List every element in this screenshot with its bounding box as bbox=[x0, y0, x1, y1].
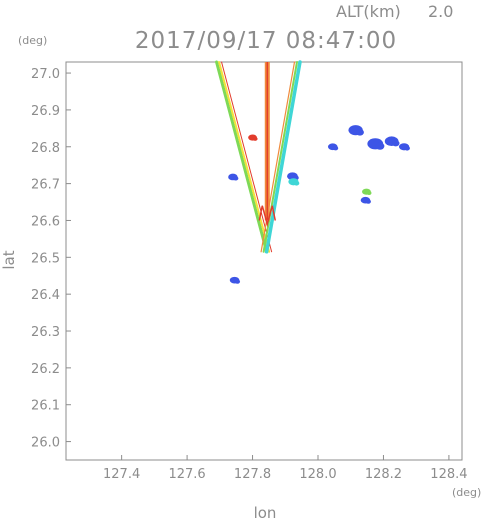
echo-cluster-lobe bbox=[233, 176, 239, 181]
x-tick-label: 128.2 bbox=[365, 467, 402, 482]
y-tick-label: 26.4 bbox=[31, 288, 60, 303]
echo-cluster-lobe bbox=[366, 191, 372, 196]
echo-cluster-lobe bbox=[404, 145, 410, 151]
x-tick-label: 127.8 bbox=[234, 467, 271, 482]
y-tick-label: 26.7 bbox=[31, 178, 60, 193]
echo-cluster-lobe bbox=[332, 146, 339, 151]
x-tick-label: 127.6 bbox=[168, 467, 205, 482]
echo-cluster-lobe bbox=[293, 181, 300, 186]
y-tick-label: 26.3 bbox=[31, 325, 60, 340]
y-tick-label: 26.0 bbox=[31, 436, 60, 451]
x-tick-labels: 127.4 127.6 127.8 128.0 128.2 128.4 bbox=[103, 467, 467, 482]
x-axis-label: lon bbox=[254, 504, 277, 521]
y-axis-label: lat bbox=[0, 250, 18, 269]
echo-cluster-lobe bbox=[234, 279, 241, 284]
y-tick-label: 26.8 bbox=[31, 141, 60, 156]
x-tick-label: 128.0 bbox=[299, 467, 336, 482]
chart-title: 2017/09/17 08:47:00 bbox=[135, 28, 397, 54]
x-tick-label: 127.4 bbox=[103, 467, 140, 482]
wedge-right-edge bbox=[264, 60, 302, 254]
plot-area bbox=[65, 61, 463, 461]
y-tick-label: 26.1 bbox=[31, 399, 60, 414]
x-unit-label: (deg) bbox=[452, 486, 481, 499]
wedge-left-inner bbox=[218, 61, 271, 253]
echo-cluster-lobe bbox=[375, 142, 385, 150]
y-unit-label: (deg) bbox=[18, 34, 47, 47]
plot-frame bbox=[65, 61, 463, 461]
echo-cluster-lobe bbox=[252, 136, 258, 141]
echo-cluster-lobe bbox=[355, 129, 364, 136]
y-tick-label: 26.9 bbox=[31, 104, 60, 119]
y-tick-label: 26.5 bbox=[31, 251, 60, 266]
center-beam-base bbox=[258, 205, 277, 228]
echo-layer bbox=[215, 60, 410, 284]
altitude-value: 2.0 bbox=[428, 2, 453, 21]
y-tick-label: 26.6 bbox=[31, 214, 60, 229]
wedge-left-edge bbox=[215, 60, 269, 254]
echo-cluster-lobe bbox=[391, 140, 400, 147]
y-tick-label: 26.2 bbox=[31, 362, 60, 377]
center-beam-core bbox=[266, 62, 268, 221]
echo-cluster-lobe bbox=[365, 199, 371, 204]
y-tick-label: 27.0 bbox=[31, 67, 60, 82]
wedge-left-core bbox=[221, 61, 273, 253]
x-tick-label: 128.4 bbox=[430, 467, 467, 482]
altitude-label: ALT(km) bbox=[336, 2, 401, 21]
y-tick-labels: 26.0 26.1 26.2 26.3 26.4 26.5 26.6 26.7 26.8 26.9… bbox=[31, 67, 60, 451]
